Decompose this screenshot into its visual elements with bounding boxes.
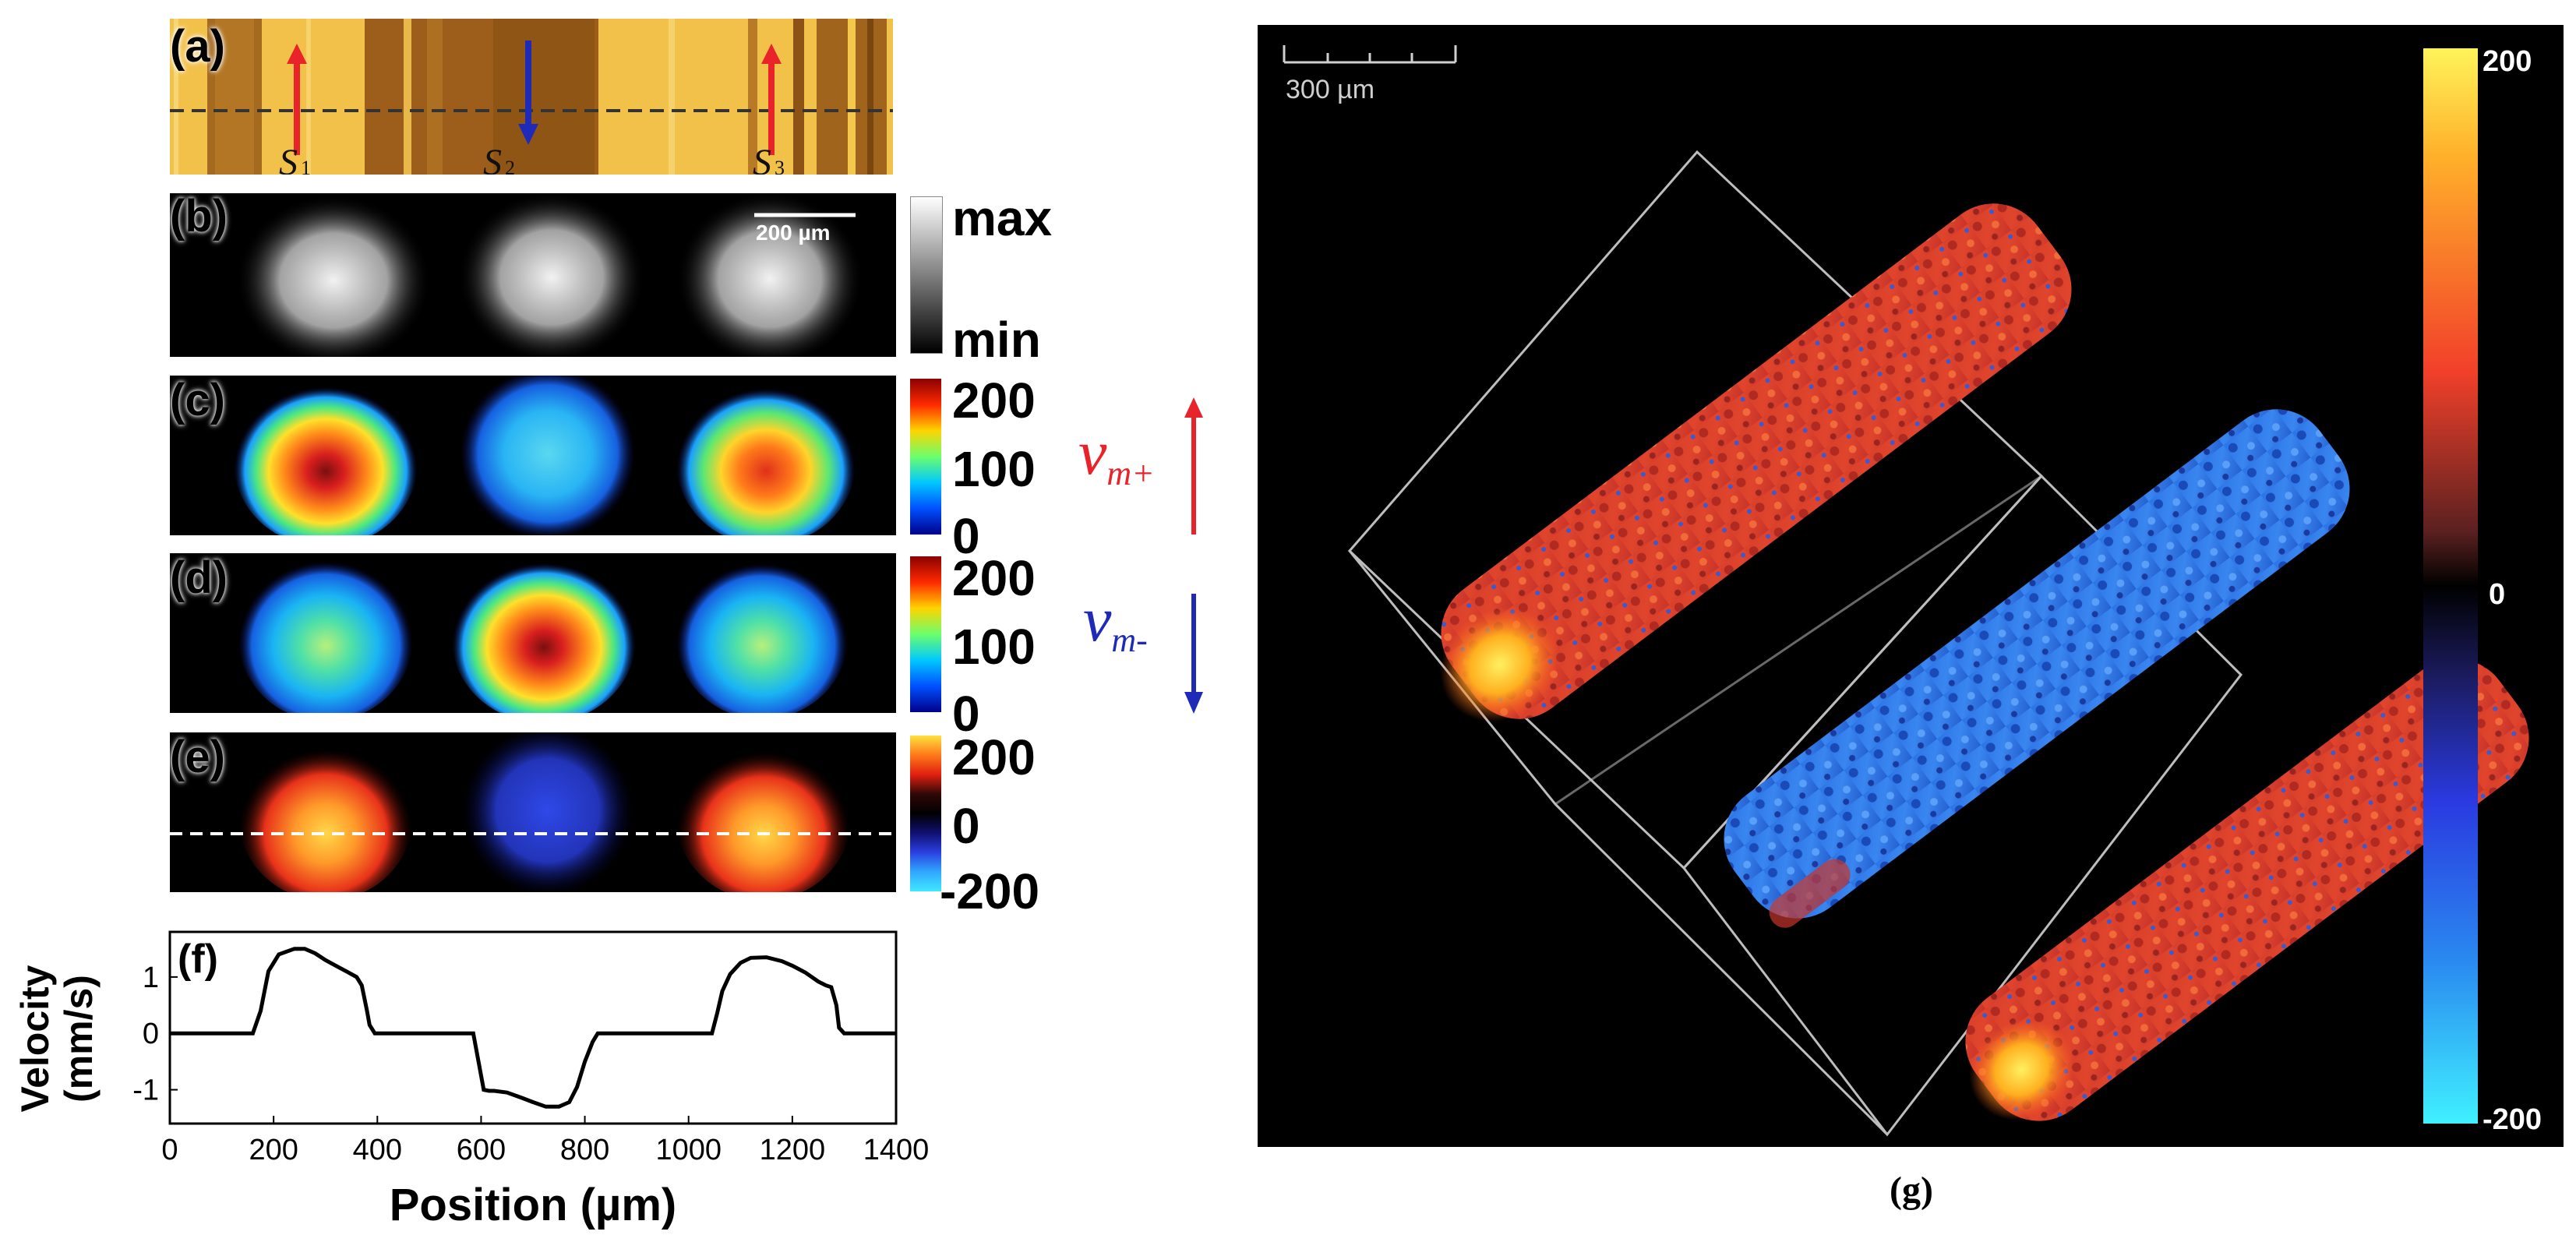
- v-m-minus-symbol: v: [1083, 584, 1112, 655]
- v-m-minus-subscript: m-: [1111, 621, 1148, 659]
- panel-d-cb-tick: 200: [952, 550, 1036, 606]
- panel-d: [170, 553, 896, 723]
- s3-subscript: 3: [775, 157, 785, 175]
- vessel-s2: [1724, 409, 2350, 928]
- x-tick-label: 1400: [863, 1134, 930, 1166]
- panel-f-label: (f): [178, 937, 218, 982]
- panel-g-scale-label: 300 µm: [1286, 75, 1374, 104]
- s2-label: S: [483, 142, 502, 175]
- v-m-plus-label: vm+: [1078, 421, 1155, 491]
- x-tick-label: 0: [161, 1134, 178, 1166]
- panel-b-scale-label: 200 µm: [756, 221, 831, 245]
- panel-d-image: [238, 553, 848, 723]
- panel-e-cb-tick: 0: [952, 798, 980, 854]
- v-m-plus-symbol: v: [1078, 417, 1107, 488]
- x-tick-label: 200: [249, 1134, 298, 1166]
- y-tick-label: 0: [143, 1018, 159, 1050]
- panel-g: 300 µm: [1258, 25, 2564, 1147]
- panel-g-cb-tick: 0: [2489, 578, 2506, 611]
- panel-f-plot-area: [168, 930, 898, 1125]
- panel-a: S 1 S 2 S 3: [170, 19, 893, 183]
- panel-b-cb-max: max: [952, 190, 1053, 246]
- panel-g-colorbar: [2423, 48, 2478, 1124]
- panel-g-caption: (g): [1890, 1170, 1933, 1211]
- panel-d-cb-tick: 0: [952, 686, 980, 742]
- panel-b: 200 µm: [170, 192, 896, 366]
- panel-c-colorbar: [910, 379, 941, 535]
- panel-c-image: [234, 368, 856, 547]
- panel-d-cb-tick: 100: [952, 619, 1036, 675]
- panel-g-cb-tick: -200: [2482, 1103, 2542, 1136]
- panel-g-cb-tick: 200: [2482, 45, 2532, 78]
- y-tick-label: -1: [132, 1074, 159, 1107]
- s1-label: S: [279, 142, 298, 175]
- velocity-series-line: [170, 947, 896, 1109]
- panel-a-label: (a): [170, 21, 225, 72]
- x-tick-label: 600: [457, 1134, 506, 1166]
- s3-up-arrow: [761, 44, 782, 155]
- panel-g-3d-render: 300 µm: [1283, 45, 2529, 1137]
- panel-e-image: [170, 725, 896, 901]
- x-tick-label: 1200: [760, 1134, 826, 1166]
- panel-b-cb-min: min: [952, 312, 1041, 368]
- panel-e: [170, 725, 896, 901]
- panel-c: [170, 368, 896, 547]
- panel-c-cb-tick: 200: [952, 372, 1036, 429]
- v-m-plus-subscript: m+: [1106, 454, 1155, 492]
- panel-d-colorbar: [910, 556, 941, 712]
- v-m-minus-arrow: [1184, 594, 1203, 714]
- s2-subscript: 2: [505, 157, 515, 175]
- y-axis-title: Velocity: [13, 965, 57, 1112]
- panel-b-label: (b): [170, 191, 228, 242]
- v-m-minus-label: vm-: [1083, 587, 1148, 658]
- panel-e-colorbar: [910, 736, 941, 891]
- x-tick-label: 400: [353, 1134, 402, 1166]
- x-axis-title: Position (µm): [390, 1180, 677, 1230]
- s1-up-arrow: [287, 44, 307, 155]
- vessel-s1: [1440, 203, 2072, 722]
- s3-label: S: [753, 142, 771, 175]
- panel-c-cb-tick: 0: [952, 508, 980, 564]
- v-m-plus-arrow: [1184, 397, 1203, 535]
- y-tick-label: 1: [143, 961, 159, 994]
- x-tick-label: 800: [560, 1134, 609, 1166]
- panel-e-cb-tick: -200: [940, 863, 1040, 919]
- panel-e-label: (e): [170, 732, 225, 782]
- panel-c-cb-tick: 100: [952, 441, 1036, 497]
- s2-down-arrow: [518, 41, 538, 145]
- panel-g-scale-bar: [1283, 45, 1457, 64]
- panel-b-image: 200 µm: [236, 192, 863, 366]
- panel-c-label: (c): [170, 375, 225, 425]
- x-tick-label: 1000: [655, 1134, 722, 1166]
- panel-a-image: S 1 S 2 S 3: [170, 19, 893, 183]
- vessel-s3: [1965, 658, 2529, 1121]
- panel-b-colorbar: [910, 196, 943, 354]
- panel-e-cb-tick: 200: [952, 729, 1036, 785]
- y-axis-title-units: (mm/s): [57, 975, 101, 1103]
- bounding-box-wireframe: [1347, 150, 2243, 1137]
- panel-d-label: (d): [170, 552, 228, 603]
- s1-subscript: 1: [301, 157, 311, 175]
